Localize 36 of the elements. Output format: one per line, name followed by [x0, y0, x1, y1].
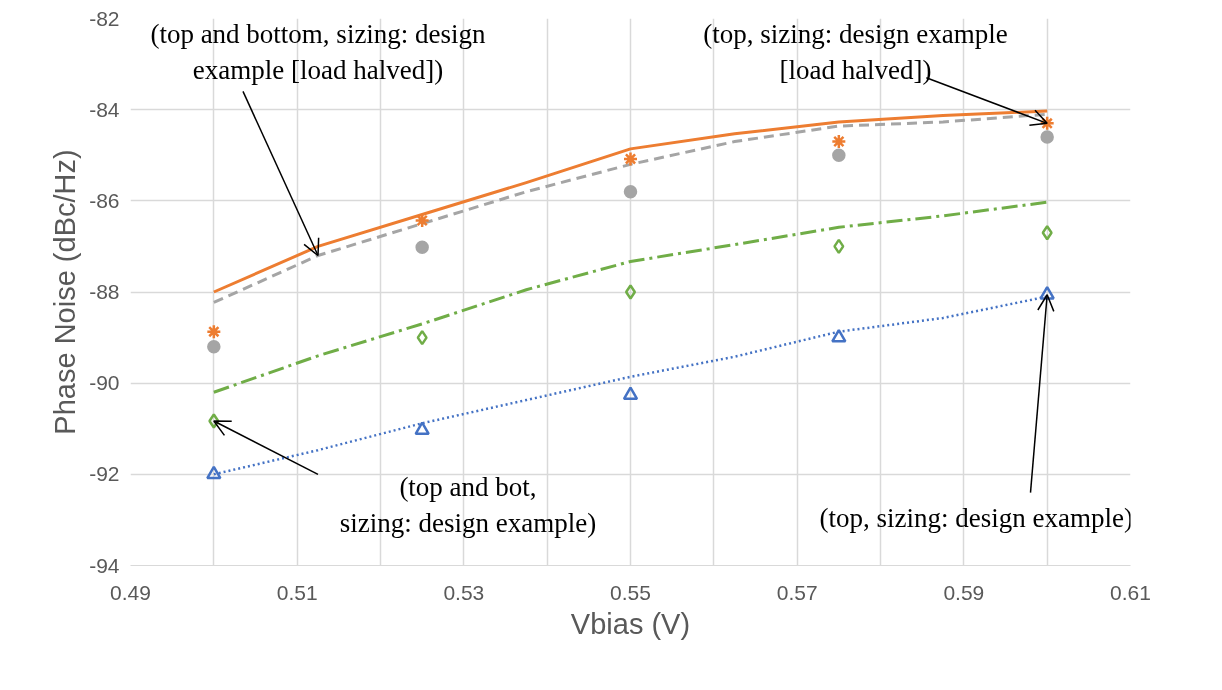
y-tick-label: -90 [89, 371, 120, 395]
y-axis-title: Phase Noise (dBc/Hz) [49, 149, 82, 435]
y-tick-label: -94 [89, 553, 120, 577]
point [624, 284, 637, 300]
point [623, 184, 638, 199]
x-tick-label: 0.61 [1110, 580, 1151, 604]
x-tick-label: 0.57 [776, 580, 818, 604]
x-tick-label: 0.51 [276, 580, 318, 604]
y-tick-label: -86 [89, 188, 120, 212]
point [415, 240, 429, 255]
point [831, 328, 847, 343]
point [206, 465, 222, 480]
x-axis-title: Vbias (V) [570, 607, 691, 640]
point [414, 421, 430, 436]
annotation: (top, sizing: design example [load halved]) [703, 18, 1008, 85]
point [206, 323, 222, 340]
line-series [212, 200, 1049, 394]
annotation: (top and bot, sizing: design example) [339, 472, 597, 539]
y-tick-label: -88 [89, 280, 120, 303]
point [1040, 130, 1054, 144]
point [832, 148, 846, 162]
y-tick-label: -92 [89, 462, 120, 486]
x-tick-label: 0.53 [443, 580, 485, 604]
point [622, 151, 639, 167]
y-tick-label: -82 [89, 6, 120, 30]
point [831, 133, 847, 150]
x-tick-label: 0.59 [943, 580, 985, 604]
point [207, 339, 221, 354]
point [622, 386, 639, 401]
point [1041, 224, 1053, 241]
x-tick-label: 0.55 [610, 580, 651, 604]
point [833, 238, 845, 255]
point [416, 329, 428, 346]
annotation: (top and bottom, sizing: design example [load halved]) [150, 18, 487, 85]
y-tick-label: -84 [89, 97, 120, 121]
x-tick-label: 0.49 [110, 580, 151, 604]
